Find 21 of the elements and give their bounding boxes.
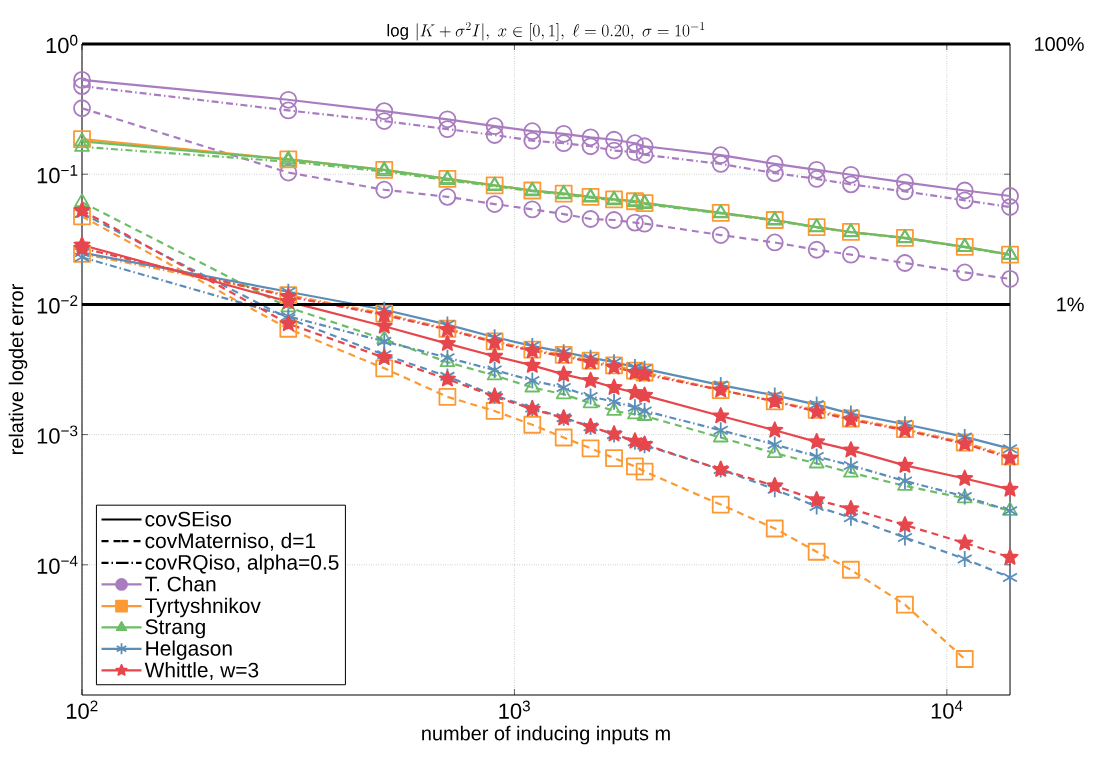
x-tick-label: 10$^{3}$ xyxy=(499,700,530,719)
y-tick-label: 10$^{−2}$ xyxy=(37,295,78,314)
legend-label: covMaterniso, d=1 xyxy=(145,532,316,551)
legend-label: covRQiso, alpha=0.5 xyxy=(145,554,339,574)
ref-line-label: 1% xyxy=(1057,297,1084,312)
legend-label: Helgason xyxy=(146,640,232,660)
y-tick-label: 10$^{0}$ xyxy=(46,34,78,54)
legend-label: T. Chan xyxy=(145,576,216,592)
legend-label: Tyrtyshnikov xyxy=(145,597,261,618)
chart-title: $\log\,|K+\sigma^2 I|,\ x\in[0,1],\ \ell=0.20,\ \sigma=10^{-1}$ xyxy=(387,22,705,41)
x-tick-label: 10$^{4}$ xyxy=(931,700,963,719)
y-tick-label: 10$^{−3}$ xyxy=(37,425,78,444)
legend-label: covSEiso xyxy=(145,511,231,527)
legend-label: Whittle, w=3 xyxy=(144,662,259,680)
y-axis-title: relative logdet error xyxy=(8,284,28,455)
x-tick-label: 10$^{2}$ xyxy=(66,700,98,719)
ref-line-label: 100% xyxy=(1035,36,1084,52)
x-axis-title: number of inducing inputs m xyxy=(422,725,670,745)
y-tick-label: 10$^{−1}$ xyxy=(37,165,78,184)
legend-label: Strang xyxy=(145,619,205,639)
y-tick-label: 10$^{−4}$ xyxy=(37,555,78,574)
